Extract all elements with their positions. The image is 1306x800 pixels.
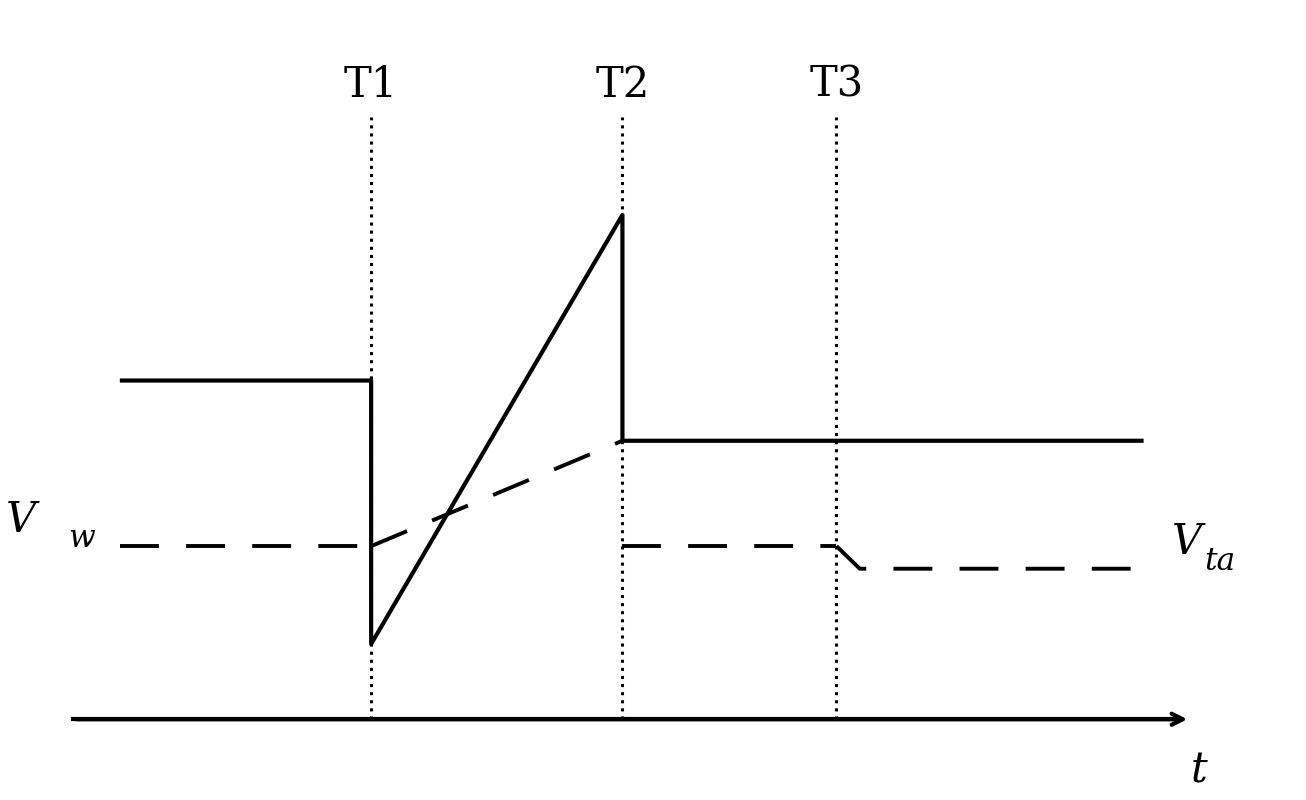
Text: T2: T2 [596, 64, 649, 106]
Text: ta: ta [1204, 546, 1235, 577]
Text: V: V [7, 498, 37, 541]
Text: T3: T3 [810, 64, 863, 106]
Text: T1: T1 [343, 64, 398, 106]
Text: t: t [1191, 750, 1208, 791]
Text: w: w [69, 523, 95, 554]
Text: V: V [1171, 522, 1202, 563]
